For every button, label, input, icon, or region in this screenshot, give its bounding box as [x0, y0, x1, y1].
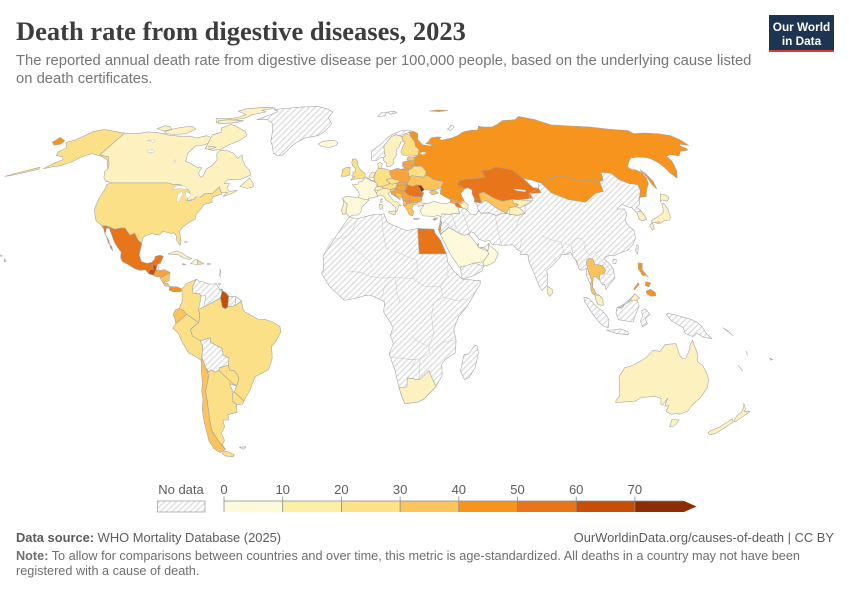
svg-text:70: 70 — [628, 482, 642, 497]
svg-text:60: 60 — [569, 482, 583, 497]
svg-text:No data: No data — [158, 482, 204, 497]
svg-text:50: 50 — [510, 482, 524, 497]
svg-text:40: 40 — [452, 482, 466, 497]
svg-text:10: 10 — [275, 482, 289, 497]
svg-text:30: 30 — [393, 482, 407, 497]
svg-text:20: 20 — [334, 482, 348, 497]
svg-text:0: 0 — [220, 482, 227, 497]
